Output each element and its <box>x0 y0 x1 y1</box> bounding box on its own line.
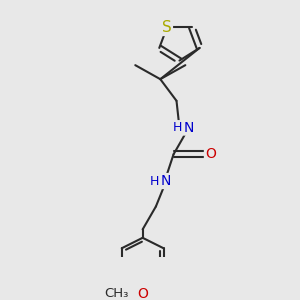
Text: N: N <box>184 121 194 135</box>
Text: N: N <box>161 174 171 188</box>
Text: H: H <box>172 121 182 134</box>
Text: O: O <box>205 147 216 161</box>
Text: S: S <box>162 20 172 35</box>
Text: O: O <box>137 286 148 300</box>
Text: CH₃: CH₃ <box>104 287 129 300</box>
Text: H: H <box>150 175 159 188</box>
